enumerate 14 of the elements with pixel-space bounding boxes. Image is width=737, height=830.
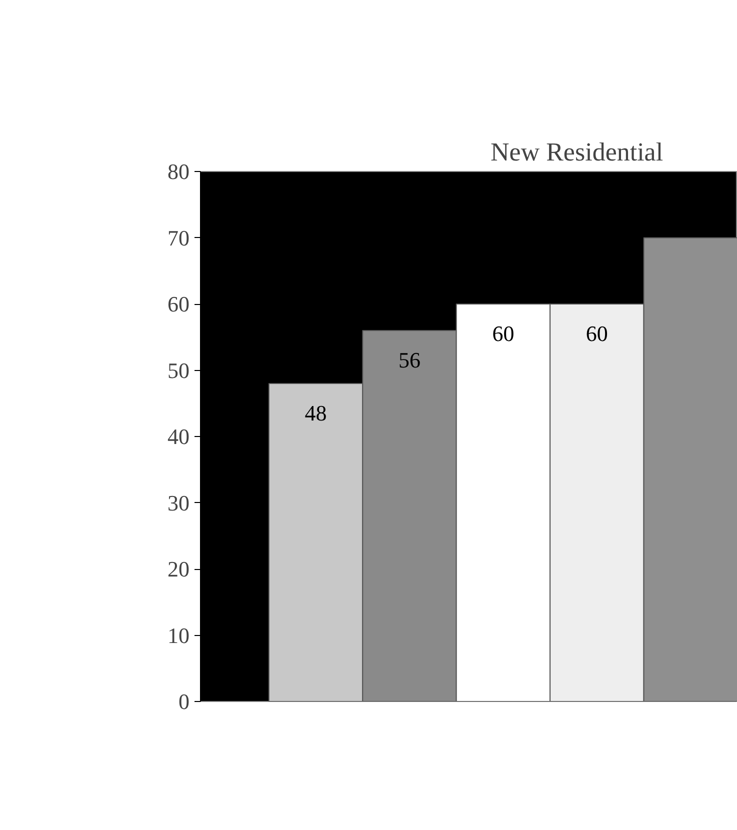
y-tick-label: 80 (168, 159, 190, 184)
y-tick-label: 10 (168, 622, 190, 648)
y-tick-label: 20 (168, 556, 190, 582)
y-tick-label: 40 (168, 424, 190, 449)
y-tick-label: 30 (168, 490, 190, 516)
data-label: 48 (304, 400, 327, 426)
y-tick-label: 50 (168, 358, 190, 383)
data-label: 56 (398, 348, 420, 372)
y-tick-label: 60 (168, 292, 190, 316)
chart-title: New Residential (490, 138, 664, 166)
data-label: 60 (492, 321, 514, 346)
data-label: 60 (586, 321, 608, 346)
y-tick-label: 0 (178, 689, 190, 714)
y-tick-label: 70 (168, 225, 190, 250)
